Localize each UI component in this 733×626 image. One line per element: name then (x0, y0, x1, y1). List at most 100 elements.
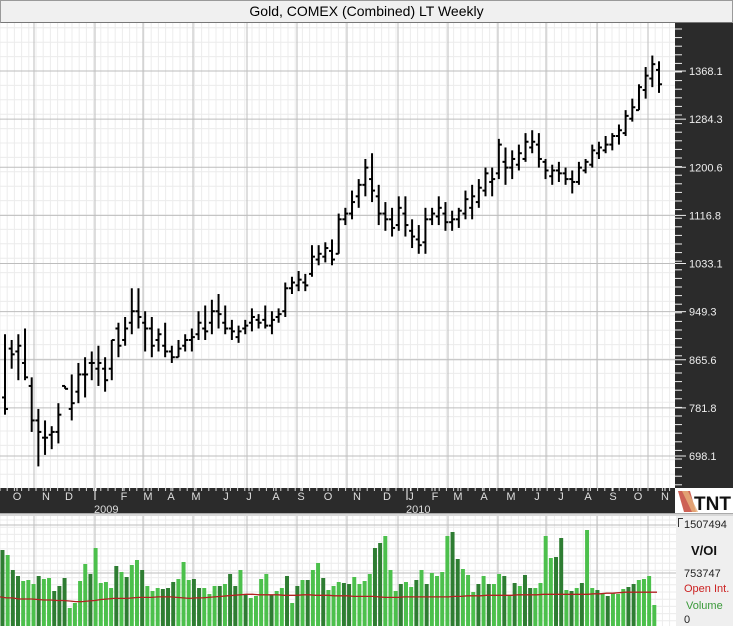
volume-bar (114, 566, 119, 626)
volume-bar (383, 536, 388, 626)
price-tick-label: 949.3 (689, 307, 717, 319)
volume-bar (228, 574, 233, 626)
ohlc-bar (142, 311, 149, 352)
month-label: F (432, 491, 439, 503)
ohlc-bar (68, 374, 75, 421)
ohlc-bar (509, 150, 516, 180)
ohlc-bar (295, 271, 302, 292)
volume-bar (440, 572, 445, 626)
volume-bar (429, 573, 434, 626)
volume-bar (285, 576, 290, 626)
ohlc-bar (222, 305, 229, 335)
price-axis (675, 23, 733, 488)
volume-bar (57, 586, 62, 626)
ohlc-bar (168, 345, 175, 363)
ohlc-bar (28, 377, 35, 432)
price-tick-label: 1116.8 (689, 210, 721, 222)
volume-bar (372, 548, 377, 626)
vol-panel-title: V/OI (691, 543, 718, 558)
ohlc-bar (235, 325, 242, 343)
volume-bar (259, 579, 264, 626)
ohlc-bar (542, 158, 549, 180)
month-label: M (191, 491, 200, 503)
ohlc-bar (248, 308, 255, 332)
month-label: J (246, 491, 252, 503)
month-label: O (13, 491, 22, 503)
ohlc-bar (395, 196, 402, 231)
ohlc-bar (482, 167, 489, 197)
ohlc-bar (182, 334, 189, 352)
volume-bar (103, 582, 108, 626)
volume-bar (491, 584, 496, 626)
ohlc-bar (195, 311, 202, 340)
volume-bar (166, 588, 171, 626)
volume-bar (217, 586, 222, 626)
volume-bar (176, 579, 181, 626)
volume-bar (98, 583, 103, 626)
ohlc-bar (22, 328, 29, 381)
volume-bar (450, 532, 455, 626)
volume-bar (362, 581, 367, 626)
volume-bar (460, 569, 465, 626)
volume-bar (264, 574, 269, 626)
volume-bar (455, 559, 460, 626)
volume-bar (626, 587, 631, 626)
volume-bar (16, 576, 20, 626)
price-tick-label: 1033.1 (689, 259, 723, 271)
volume-bar (109, 588, 114, 626)
price-chart[interactable]: 698.1 781.8 865.6 949.3 1033.1 1116.8 1200.6 12… (0, 23, 733, 488)
volume-bar (605, 596, 610, 626)
month-label: F (121, 491, 128, 503)
ohlc-bar (322, 242, 329, 263)
ohlc-bar (302, 273, 309, 292)
volume-bar (186, 580, 191, 626)
price-tick-label: 1200.6 (689, 162, 723, 174)
month-label: A (167, 491, 175, 503)
volume-bar (191, 579, 196, 626)
ohlc-bar (349, 190, 356, 220)
ohlc-bar (88, 351, 95, 381)
ohlc-bar (602, 135, 609, 154)
volume-bar (88, 574, 93, 626)
ohlc-bar (228, 319, 235, 340)
volume-bar (357, 584, 362, 626)
volume-bar (83, 564, 88, 626)
volume-bar (600, 593, 605, 626)
month-label: J (223, 491, 229, 503)
volume-bar (378, 543, 383, 626)
volume-bar (476, 584, 481, 626)
volume-bar (0, 550, 5, 626)
ohlc-bar (215, 294, 222, 329)
ohlc-bar (342, 207, 349, 226)
ohlc-bar (462, 190, 469, 220)
volume-bar (554, 557, 559, 626)
volume-bar (72, 603, 77, 626)
volume-bar (5, 555, 10, 626)
month-label: J (534, 491, 540, 503)
ohlc-bar (389, 207, 396, 237)
volume-bar (238, 570, 243, 626)
ohlc-bar (455, 207, 462, 228)
volume-bar (326, 590, 331, 626)
ohlc-bar (629, 98, 636, 122)
volume-bar (528, 588, 533, 626)
volume-bar (398, 584, 403, 626)
volume-bar (316, 563, 321, 626)
volume-bar (171, 582, 176, 626)
volume-bar (47, 578, 52, 626)
volume-bar (212, 586, 217, 626)
ohlc-bar (549, 164, 556, 185)
volume-bar (67, 608, 72, 626)
volume-bar (445, 536, 450, 626)
ohlc-bar (288, 276, 295, 295)
volume-chart[interactable] (0, 516, 676, 626)
volume-bar (310, 570, 315, 626)
panel-divider[interactable] (0, 513, 733, 517)
ohlc-bar (609, 133, 616, 151)
ohlc-bar (162, 322, 169, 358)
volume-bar (93, 548, 98, 626)
ohlc-bar (268, 311, 275, 335)
ohlc-bar (282, 282, 289, 317)
ohlc-bar (575, 161, 582, 185)
volume-bar (616, 594, 621, 626)
